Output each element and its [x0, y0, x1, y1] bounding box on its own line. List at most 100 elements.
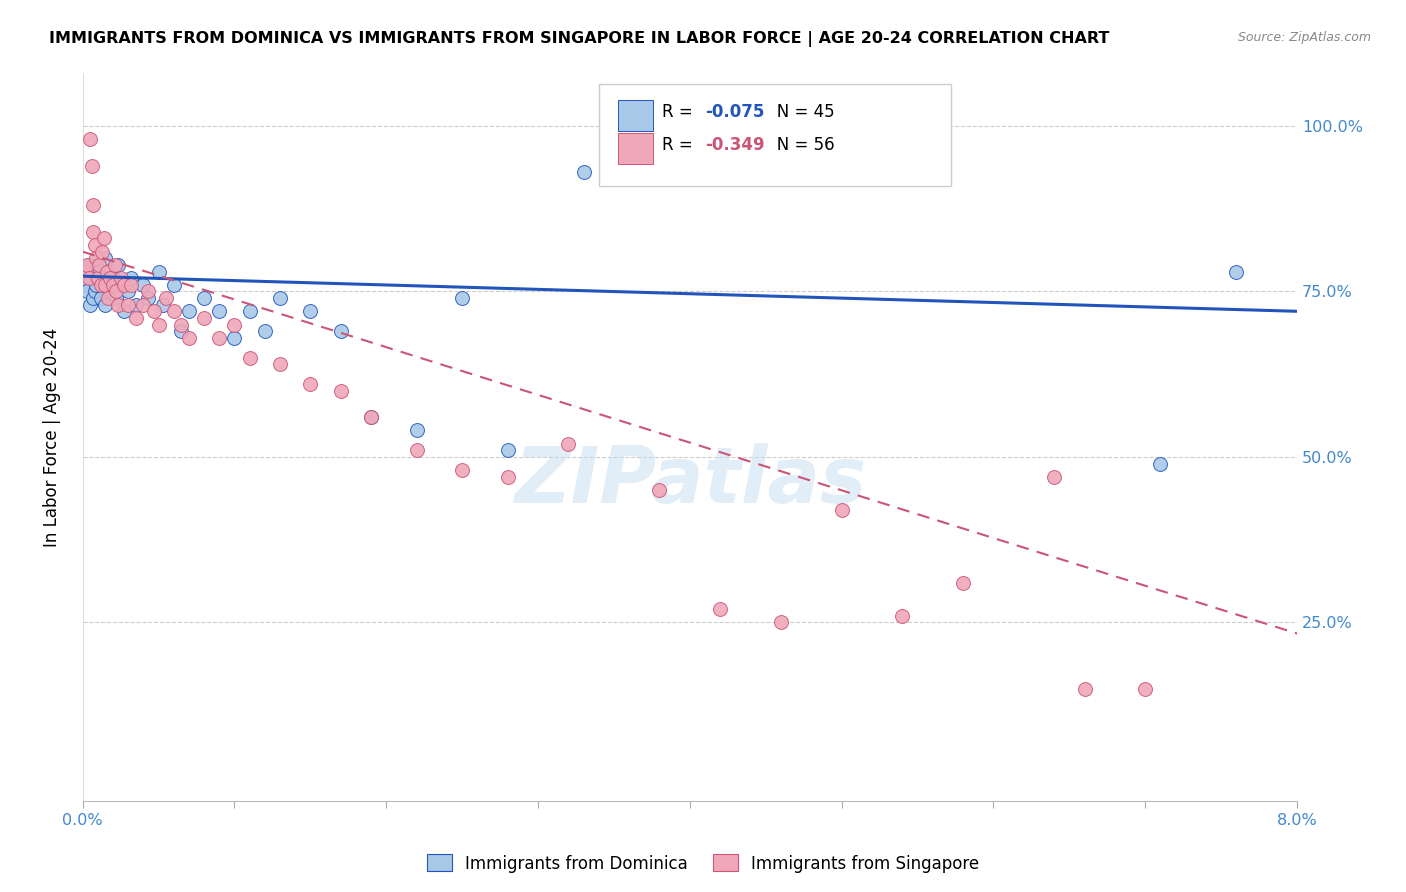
Point [91, 244, 114, 259]
Point [1043, 470, 1066, 484]
Point [90, 277, 112, 292]
Point [299, 377, 322, 392]
Point [112, 304, 135, 318]
Point [769, 615, 792, 630]
Text: ZIPatlas: ZIPatlas [513, 442, 866, 519]
Point [496, 470, 519, 484]
Text: Source: ZipAtlas.com: Source: ZipAtlas.com [1237, 31, 1371, 45]
Point [80, 159, 103, 173]
Point [89, 258, 111, 272]
Point [193, 310, 215, 325]
Point [107, 258, 129, 272]
Point [91, 277, 114, 292]
Point [107, 298, 129, 312]
Point [79, 298, 101, 312]
Point [170, 324, 193, 338]
Point [208, 304, 231, 318]
FancyBboxPatch shape [619, 100, 654, 130]
Legend: Immigrants from Dominica, Immigrants from Singapore: Immigrants from Dominica, Immigrants fro… [420, 847, 986, 880]
FancyBboxPatch shape [599, 84, 950, 186]
Point [1135, 681, 1157, 696]
Point [82, 225, 104, 239]
Point [136, 291, 159, 305]
Point [125, 310, 148, 325]
Point [405, 443, 427, 458]
Point [90, 291, 112, 305]
Point [94, 252, 117, 266]
Point [125, 298, 148, 312]
Point [105, 285, 128, 299]
Point [76, 258, 98, 272]
Point [101, 271, 124, 285]
Text: R =: R = [662, 103, 697, 120]
Point [94, 298, 117, 312]
Text: -0.075: -0.075 [706, 103, 765, 120]
Point [572, 165, 595, 179]
Point [84, 277, 107, 292]
Point [405, 424, 427, 438]
Point [83, 238, 105, 252]
Point [1073, 681, 1095, 696]
Point [360, 410, 382, 425]
Point [87, 271, 110, 285]
Point [253, 324, 276, 338]
Point [170, 318, 193, 332]
Point [329, 324, 352, 338]
Point [163, 277, 186, 292]
Point [269, 357, 291, 371]
Point [105, 291, 128, 305]
Point [117, 298, 139, 312]
Point [75, 264, 97, 278]
Point [831, 503, 853, 517]
Point [557, 436, 579, 450]
Point [83, 285, 105, 299]
Point [648, 483, 671, 497]
Point [101, 277, 124, 292]
Point [224, 331, 246, 345]
Point [163, 304, 186, 318]
Text: R =: R = [662, 136, 697, 154]
Point [193, 291, 215, 305]
Point [80, 271, 103, 285]
Point [79, 132, 101, 146]
Point [239, 351, 262, 365]
Point [93, 231, 115, 245]
Point [110, 271, 132, 285]
Point [112, 277, 135, 292]
Y-axis label: In Labor Force | Age 20-24: In Labor Force | Age 20-24 [44, 327, 60, 547]
Point [143, 304, 166, 318]
Point [155, 291, 177, 305]
FancyBboxPatch shape [619, 134, 654, 164]
Point [1225, 264, 1247, 278]
Point [87, 264, 110, 278]
Point [177, 304, 200, 318]
Point [136, 285, 159, 299]
Point [224, 318, 246, 332]
Point [132, 277, 155, 292]
Text: -0.349: -0.349 [706, 136, 765, 154]
Point [82, 291, 104, 305]
Point [177, 331, 200, 345]
Point [148, 318, 170, 332]
Text: N = 45: N = 45 [762, 103, 835, 120]
Point [952, 575, 974, 590]
Point [76, 285, 98, 299]
Point [98, 285, 121, 299]
Point [451, 463, 474, 477]
Point [360, 410, 382, 425]
Point [94, 277, 117, 292]
Point [96, 264, 118, 278]
Point [891, 608, 914, 623]
Point [120, 271, 142, 285]
Point [103, 258, 125, 272]
Point [110, 277, 132, 292]
Point [1149, 457, 1171, 471]
Point [148, 264, 170, 278]
Point [299, 304, 322, 318]
Text: N = 56: N = 56 [762, 136, 835, 154]
Point [75, 277, 97, 292]
Point [82, 198, 104, 212]
Point [117, 285, 139, 299]
Text: IMMIGRANTS FROM DOMINICA VS IMMIGRANTS FROM SINGAPORE IN LABOR FORCE | AGE 20-24: IMMIGRANTS FROM DOMINICA VS IMMIGRANTS F… [49, 31, 1109, 47]
Point [239, 304, 262, 318]
